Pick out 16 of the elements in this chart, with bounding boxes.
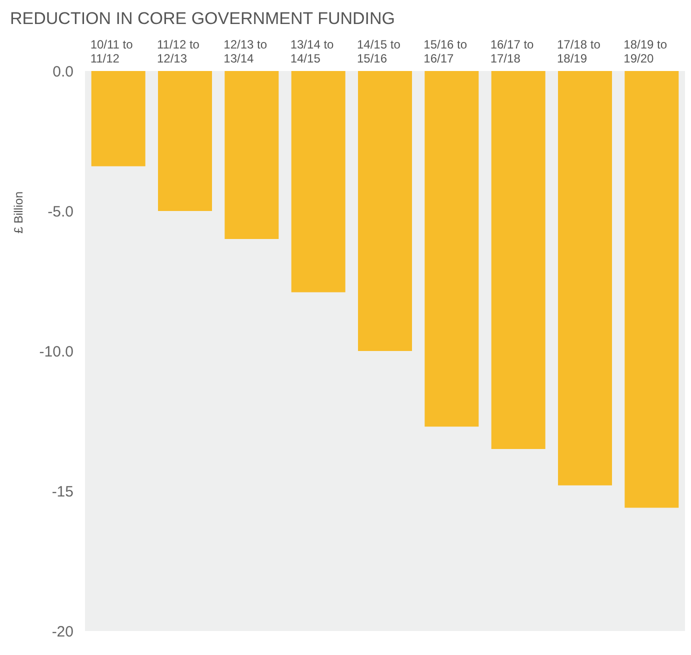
x-tick-label: 12/13 to 13/14 (224, 38, 268, 66)
y-tick-label: -5.0 (48, 204, 74, 220)
y-axis-title: £ Billion (11, 192, 26, 234)
y-tick-label: -15 (52, 484, 74, 500)
x-tick-label: 17/18 to 18/19 (557, 38, 601, 66)
x-tick-label: 15/16 to 16/17 (424, 38, 468, 66)
x-tick-label: 10/11 to 11/12 (90, 38, 134, 66)
x-tick-label: 13/14 to 14/15 (290, 38, 334, 66)
x-tick-label: 11/12 to 12/13 (157, 38, 200, 66)
y-tick-label: 0.0 (52, 64, 74, 80)
x-tick-label: 16/17 to 17/18 (490, 38, 534, 66)
x-tick-label: 18/19 to 19/20 (624, 38, 668, 66)
x-tick-label: 14/15 to 15/16 (357, 38, 401, 66)
chart-title: REDUCTION IN CORE GOVERNMENT FUNDING (10, 9, 396, 28)
y-tick-label: -10.0 (39, 344, 74, 360)
y-tick-label: -20 (52, 624, 74, 640)
